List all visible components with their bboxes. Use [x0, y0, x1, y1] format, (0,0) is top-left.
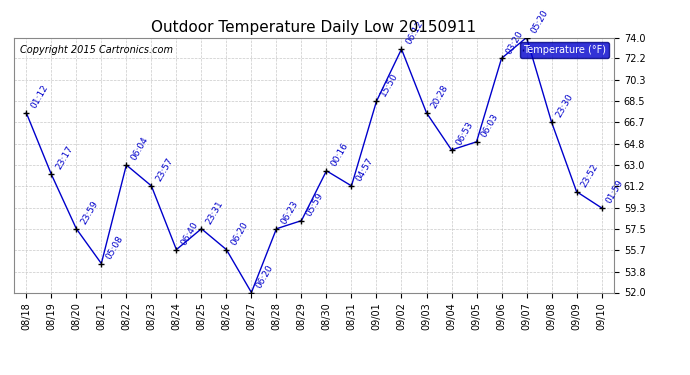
Text: 01:59: 01:59: [604, 178, 625, 205]
Title: Outdoor Temperature Daily Low 20150911: Outdoor Temperature Daily Low 20150911: [151, 20, 477, 35]
Text: 04:57: 04:57: [354, 156, 375, 183]
Text: 06:40: 06:40: [179, 220, 200, 247]
Text: 06:20: 06:20: [254, 263, 275, 290]
Text: 06:12: 06:12: [404, 20, 425, 46]
Text: 06:23: 06:23: [279, 199, 300, 226]
Text: 06:03: 06:03: [480, 112, 500, 139]
Text: Copyright 2015 Cartronics.com: Copyright 2015 Cartronics.com: [20, 45, 172, 55]
Text: 05:59: 05:59: [304, 191, 325, 218]
Text: 06:53: 06:53: [454, 120, 475, 147]
Text: 23:59: 23:59: [79, 199, 100, 226]
Text: 23:57: 23:57: [154, 156, 175, 183]
Text: 23:17: 23:17: [54, 145, 75, 171]
Text: 15:50: 15:50: [380, 72, 400, 99]
Text: 20:28: 20:28: [429, 83, 450, 110]
Text: 01:12: 01:12: [29, 83, 50, 110]
Text: 03:20: 03:20: [504, 29, 525, 56]
Text: 05:08: 05:08: [104, 234, 125, 261]
Text: 05:20: 05:20: [529, 8, 550, 35]
Legend: Temperature (°F): Temperature (°F): [520, 42, 609, 58]
Text: 23:31: 23:31: [204, 199, 225, 226]
Text: 06:20: 06:20: [229, 220, 250, 247]
Text: 06:04: 06:04: [129, 135, 150, 162]
Text: 23:30: 23:30: [554, 93, 575, 119]
Text: 00:16: 00:16: [329, 141, 350, 168]
Text: 23:52: 23:52: [580, 162, 600, 189]
